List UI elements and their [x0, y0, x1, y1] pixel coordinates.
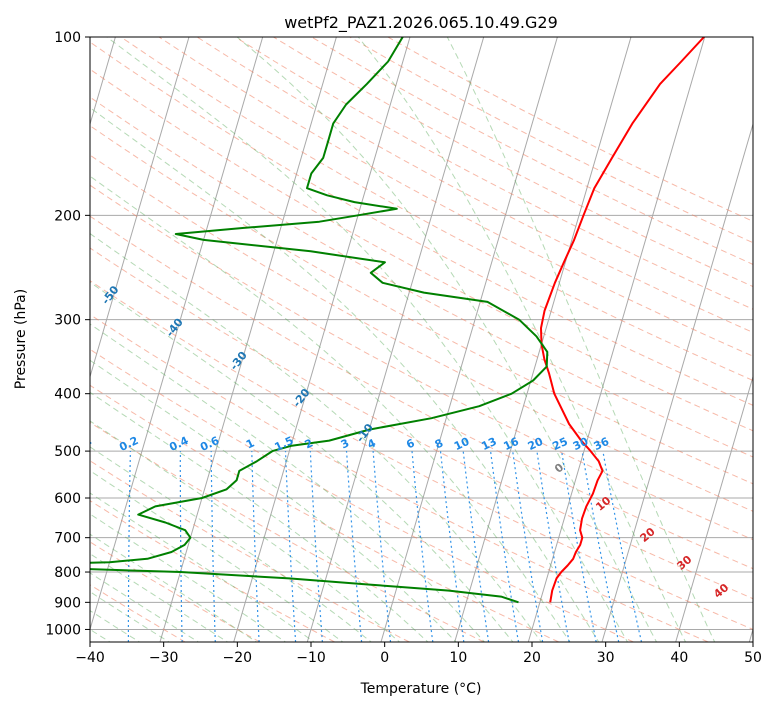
- dry-adiabat-label: -60: [37, 243, 60, 267]
- x-tick-label: 0: [380, 650, 389, 666]
- plot-background: [90, 37, 753, 642]
- chart-title: wetPf2_PAZ1.2026.065.10.49.G29: [284, 13, 558, 33]
- dry-adiabat-label: -70: [0, 181, 4, 205]
- y-tick-label: 1000: [45, 622, 81, 638]
- x-tick-label: −40: [75, 650, 105, 666]
- y-tick-label: 900: [54, 595, 81, 611]
- y-tick-label: 100: [54, 30, 81, 46]
- y-tick-label: 400: [54, 387, 81, 403]
- x-tick-label: 40: [670, 650, 688, 666]
- y-tick-label: 600: [54, 491, 81, 507]
- x-tick-label: 30: [597, 650, 615, 666]
- x-axis-label: Temperature (°C): [360, 681, 482, 697]
- y-tick-label: 700: [54, 531, 81, 547]
- x-tick-label: −10: [296, 650, 326, 666]
- x-tick-label: 50: [744, 650, 762, 666]
- y-tick-label: 200: [54, 208, 81, 224]
- y-tick-label: 800: [54, 565, 81, 581]
- y-tick-label: 500: [54, 444, 81, 460]
- x-tick-label: −20: [223, 650, 253, 666]
- x-tick-label: −30: [149, 650, 179, 666]
- y-tick-label: 300: [54, 313, 81, 329]
- x-tick-label: 10: [449, 650, 467, 666]
- x-tick-label: 20: [523, 650, 541, 666]
- y-axis-label: Pressure (hPa): [13, 289, 29, 389]
